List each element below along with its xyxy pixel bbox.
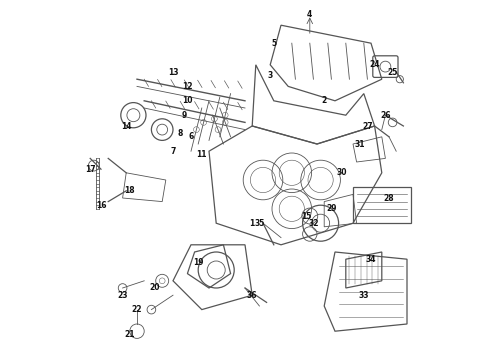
Text: 14: 14 <box>121 122 131 131</box>
Text: 35: 35 <box>254 219 265 228</box>
Text: 11: 11 <box>196 150 207 159</box>
Text: 22: 22 <box>132 305 142 314</box>
Text: 12: 12 <box>182 82 193 91</box>
Text: 15: 15 <box>301 212 311 220</box>
Text: 33: 33 <box>359 291 369 300</box>
Text: 29: 29 <box>326 204 337 213</box>
Text: 26: 26 <box>380 111 391 120</box>
Text: 16: 16 <box>96 201 106 210</box>
Text: 19: 19 <box>193 258 203 267</box>
Text: 24: 24 <box>369 60 380 69</box>
Text: 13: 13 <box>168 68 178 77</box>
Text: 21: 21 <box>124 330 135 339</box>
Text: 4: 4 <box>307 10 313 19</box>
Text: 18: 18 <box>124 186 135 195</box>
Text: 5: 5 <box>271 39 276 48</box>
Text: 7: 7 <box>171 147 176 156</box>
Text: 10: 10 <box>182 96 193 105</box>
Text: 30: 30 <box>337 168 347 177</box>
Text: 3: 3 <box>268 71 273 80</box>
Text: 23: 23 <box>117 291 128 300</box>
Text: 6: 6 <box>188 132 194 141</box>
Text: 20: 20 <box>150 284 160 292</box>
Text: 31: 31 <box>355 140 366 149</box>
Text: 2: 2 <box>321 96 327 105</box>
Text: 9: 9 <box>181 111 186 120</box>
Text: 1: 1 <box>249 219 255 228</box>
Text: 32: 32 <box>308 219 318 228</box>
Text: 34: 34 <box>366 255 376 264</box>
Text: 27: 27 <box>362 122 373 131</box>
Text: 8: 8 <box>177 129 183 138</box>
Text: 17: 17 <box>85 165 96 174</box>
Text: 36: 36 <box>247 291 257 300</box>
Text: 28: 28 <box>384 194 394 202</box>
Text: 25: 25 <box>388 68 398 77</box>
